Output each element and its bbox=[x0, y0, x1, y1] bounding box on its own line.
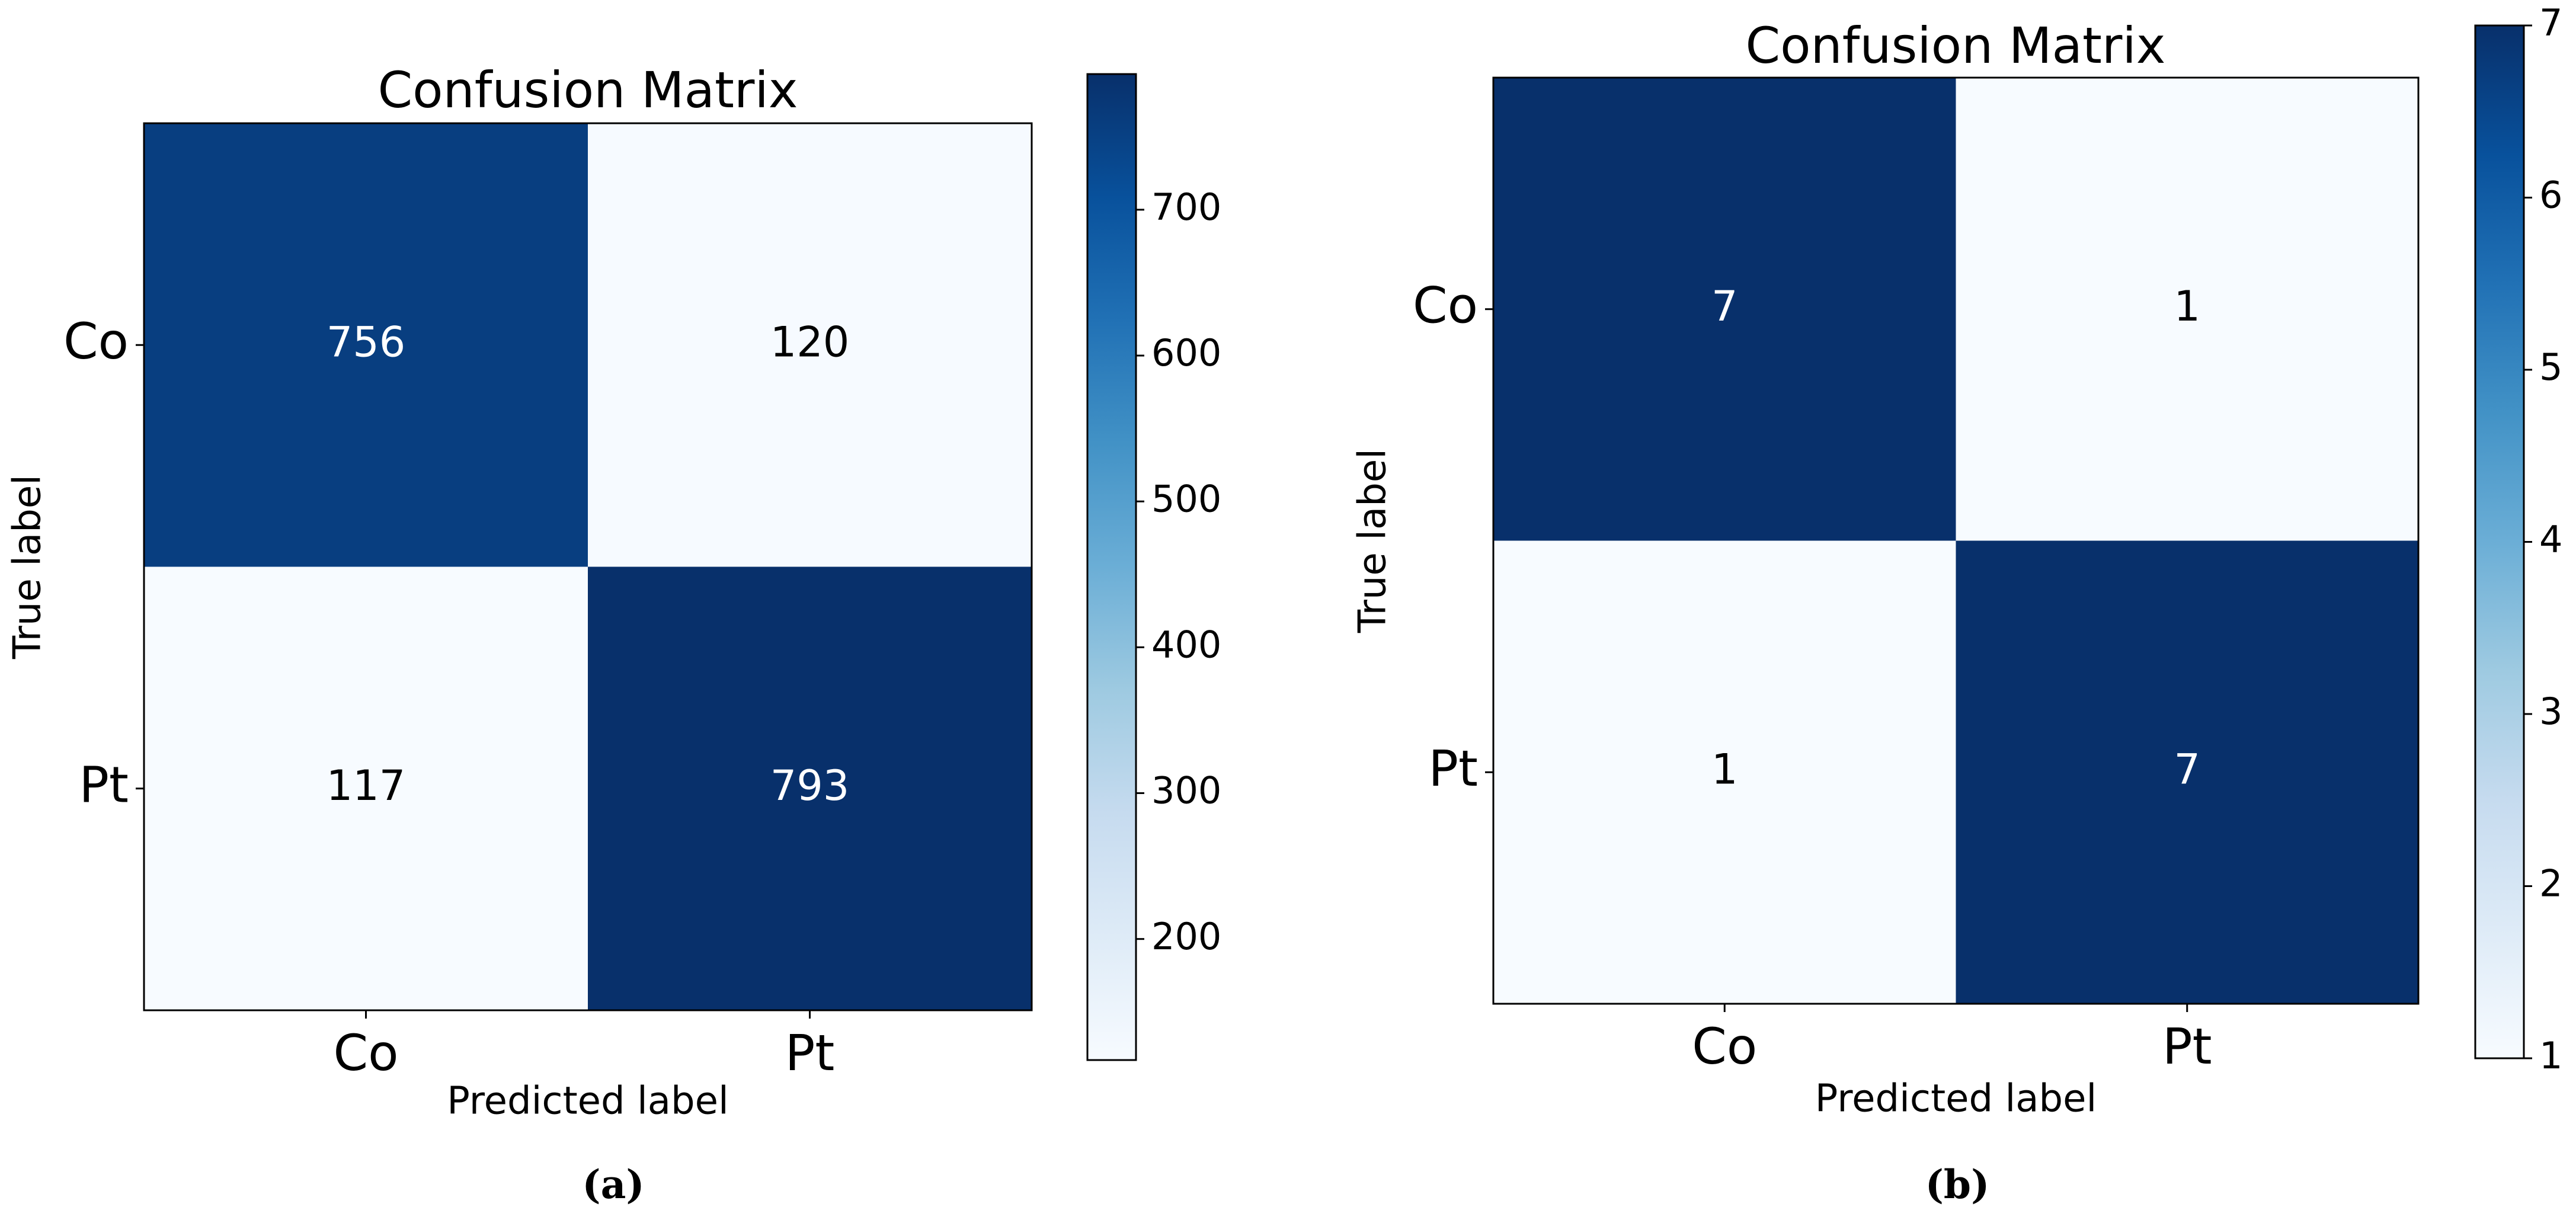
panel-a-x-tick-label-1: Pt bbox=[785, 1024, 835, 1082]
panel-b-colorbar-tick-label-6: 7 bbox=[2539, 1, 2562, 44]
panel-a-cell-1-0 bbox=[144, 566, 588, 1011]
panel-a-plot-frame bbox=[143, 122, 1033, 1011]
panel-a-colorbar-tick-label-0: 200 bbox=[1151, 915, 1221, 958]
panel-a-title: Confusion Matrix bbox=[378, 61, 798, 119]
panel-b-cell-1-1 bbox=[1956, 540, 2419, 1004]
panel-b-plot-frame bbox=[1492, 76, 2420, 1005]
panel-b-cell-value-0-1: 1 bbox=[2174, 282, 2200, 331]
panel-b-colorbar-tick-label-2: 3 bbox=[2539, 690, 2562, 733]
panel-b-colorbar bbox=[2474, 24, 2525, 1059]
panel-a-x-axis-label: Predicted label bbox=[447, 1080, 729, 1123]
panel-a-cell-value-0-0: 756 bbox=[327, 318, 406, 366]
panel-a-cell-value-1-1: 793 bbox=[770, 761, 850, 810]
caption-b: (b) bbox=[1925, 1161, 1990, 1208]
panel-a-cell-value-1-0: 117 bbox=[327, 761, 406, 810]
panel-b-y-tick-label-0: Co bbox=[1413, 277, 1478, 335]
panel-a-cell-0-0 bbox=[144, 123, 588, 567]
panel-b-x-axis-label: Predicted label bbox=[1815, 1077, 2097, 1121]
panel-b-title: Confusion Matrix bbox=[1746, 17, 2166, 75]
panel-a-x-tick-label-0: Co bbox=[333, 1024, 398, 1082]
panel-b-colorbar-tick-label-4: 5 bbox=[2539, 345, 2562, 389]
panel-a-cell-1-1 bbox=[588, 566, 1032, 1011]
panel-b-colorbar-tick-label-0: 1 bbox=[2539, 1034, 2562, 1077]
panel-b-cell-value-1-1: 7 bbox=[2174, 745, 2200, 793]
panel-b-cell-value-1-0: 1 bbox=[1711, 745, 1738, 793]
panel-b-x-tick-label-0: Co bbox=[1692, 1017, 1757, 1075]
panel-a-cell-0-1 bbox=[588, 123, 1032, 567]
panel-b-colorbar-tick-label-5: 6 bbox=[2539, 174, 2562, 217]
panel-b-y-axis-label: True label bbox=[1351, 449, 1395, 633]
panel-b-cell-value-0-0: 7 bbox=[1711, 282, 1738, 331]
panel-a-colorbar-tick-label-1: 300 bbox=[1151, 769, 1221, 812]
panel-a-cell-value-0-1: 120 bbox=[770, 318, 850, 366]
panel-a-y-tick-label-0: Co bbox=[63, 312, 129, 370]
panel-a-y-tick-label-1: Pt bbox=[79, 756, 129, 814]
panel-b-x-tick-label-1: Pt bbox=[2162, 1017, 2212, 1075]
panel-a-colorbar-tick-label-5: 700 bbox=[1151, 185, 1221, 229]
panel-a-colorbar-tick-label-4: 600 bbox=[1151, 331, 1221, 374]
panel-a-colorbar-tick-label-2: 400 bbox=[1151, 623, 1221, 666]
caption-a: (a) bbox=[582, 1161, 644, 1208]
panel-b-cell-0-1 bbox=[1956, 78, 2419, 541]
panel-b-colorbar-tick-label-3: 4 bbox=[2539, 518, 2562, 561]
panel-b-colorbar-tick-label-1: 2 bbox=[2539, 862, 2562, 905]
panel-b-y-tick-label-1: Pt bbox=[1428, 739, 1478, 798]
caption-a-text: (a) bbox=[582, 1161, 645, 1208]
panel-a-y-axis-label: True label bbox=[6, 475, 50, 659]
panel-b-cell-0-0 bbox=[1493, 78, 1956, 541]
panel-b-cell-1-0 bbox=[1493, 540, 1956, 1004]
panel-a-colorbar bbox=[1086, 73, 1137, 1061]
panel-a-colorbar-tick-label-3: 500 bbox=[1151, 477, 1221, 520]
caption-b-text: (b) bbox=[1925, 1161, 1990, 1208]
